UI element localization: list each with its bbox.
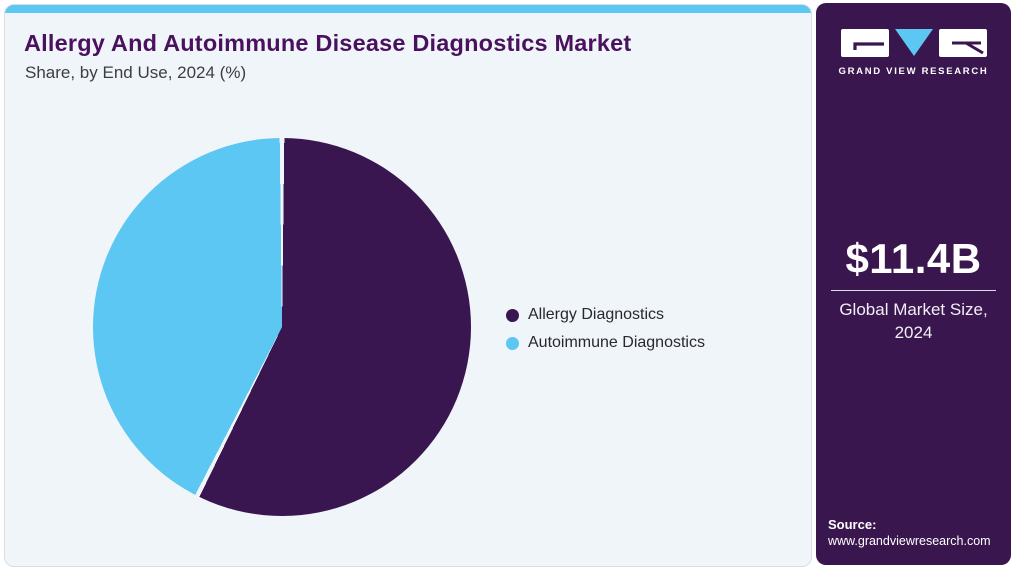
source-block: Source: www.grandviewresearch.com [828, 516, 991, 550]
chart-card: Allergy And Autoimmune Disease Diagnosti… [4, 4, 812, 567]
logo-g-icon [840, 29, 889, 57]
market-size-block: $11.4B Global Market Size, 2024 [830, 238, 997, 345]
chart-legend: Allergy Diagnostics Autoimmune Diagnosti… [506, 306, 705, 352]
market-size-label: Global Market Size, 2024 [839, 300, 988, 342]
top-accent-bar [5, 5, 811, 13]
divider [831, 290, 996, 291]
logo-v-triangle-icon [894, 29, 933, 56]
source-url-link[interactable]: www.grandviewresearch.com [828, 534, 991, 549]
brand-name: GRAND VIEW RESEARCH [838, 66, 989, 77]
sidebar: GRAND VIEW RESEARCH $11.4B Global Market… [816, 3, 1011, 565]
legend-dot-allergy-icon [506, 308, 519, 322]
pie-chart [93, 138, 471, 516]
logo-r-icon [938, 29, 987, 57]
page-title: Allergy And Autoimmune Disease Diagnosti… [24, 30, 632, 56]
gvr-logo [816, 29, 1011, 57]
legend-item-allergy: Allergy Diagnostics [506, 306, 705, 324]
market-size-value: $11.4B [845, 235, 982, 282]
legend-item-autoimmune: Autoimmune Diagnostics [506, 334, 705, 352]
legend-label-autoimmune: Autoimmune Diagnostics [528, 334, 705, 351]
source-label: Source: [828, 516, 877, 532]
legend-dot-autoimmune-icon [506, 336, 519, 350]
legend-label-allergy: Allergy Diagnostics [528, 306, 665, 323]
chart-subtitle: Share, by End Use, 2024 (%) [25, 63, 247, 82]
